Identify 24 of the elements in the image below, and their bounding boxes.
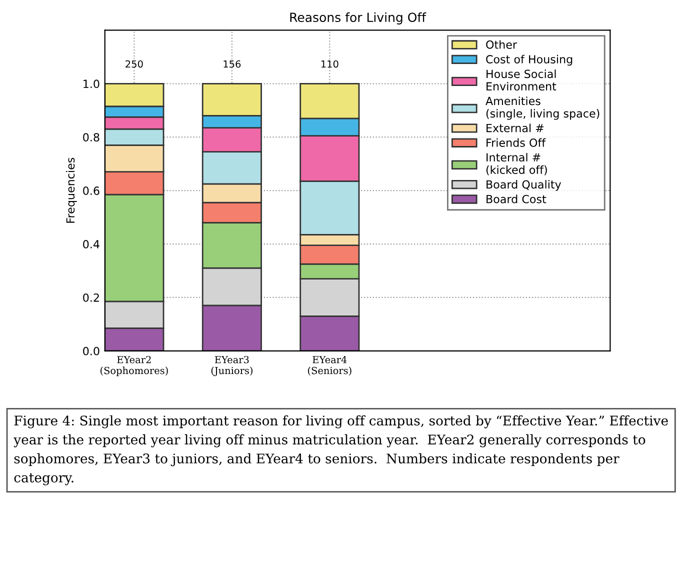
y-tick-label: 1.0 bbox=[84, 80, 100, 88]
legend-label: Cost of Housing bbox=[486, 54, 572, 66]
y-tick-label: 0.0 bbox=[83, 346, 100, 356]
caption: Figure 4: Single most important reason for living off campus, sorted by “Effective Year.” Effective year is the reported year living off minus matriculation year. EYear2 generally corresponds to sophomores, EYear3 to juniors, and EYear4 to seniors. Numbers indicate respondents per category. bbox=[14, 415, 668, 486]
legend-label: Board Quality bbox=[486, 180, 562, 191]
annotation: 156 bbox=[224, 60, 241, 68]
x-tick-label: EYear3 (Juniors) bbox=[211, 356, 252, 376]
legend-label: House Social Environment bbox=[486, 69, 556, 91]
annotation: 250 bbox=[126, 60, 143, 68]
legend-label: Internal # (kicked off) bbox=[486, 152, 547, 176]
legend-label: Amenities (single, living space) bbox=[486, 96, 600, 120]
y-tick-label: 0.8 bbox=[83, 133, 100, 142]
y-tick-label: 0.4 bbox=[83, 240, 100, 248]
legend-label: External # bbox=[486, 124, 544, 132]
y-axis-title: Frequencies bbox=[66, 158, 77, 223]
y-tick-label: 0.2 bbox=[83, 293, 99, 302]
x-tick-label: EYear4 (Seniors) bbox=[308, 356, 352, 376]
legend-label: Board Cost bbox=[486, 194, 546, 204]
legend-label: Friends Off bbox=[486, 138, 546, 147]
y-tick-label: 0.6 bbox=[83, 186, 100, 195]
annotation: 110 bbox=[321, 60, 338, 68]
x-tick-label: EYear2 (Sophomores) bbox=[100, 356, 168, 376]
chart-title: Reasons for Living Off bbox=[290, 12, 426, 24]
legend-label: Other bbox=[486, 40, 518, 49]
